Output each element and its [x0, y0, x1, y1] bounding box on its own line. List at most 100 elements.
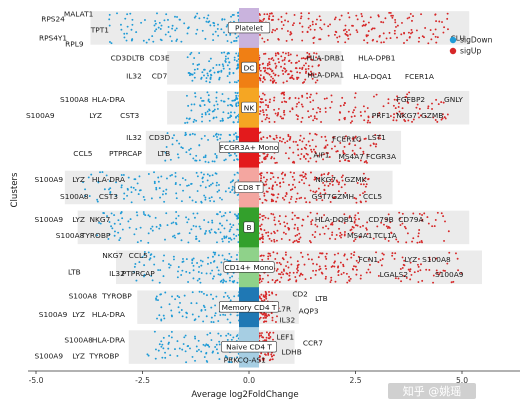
cluster-label: B — [246, 223, 251, 232]
point-sigup — [324, 107, 327, 110]
point-sigdown — [157, 349, 160, 352]
point-sigup — [298, 240, 300, 243]
point-sigup — [435, 269, 438, 272]
point-sigdown — [229, 259, 232, 262]
point-sigup — [274, 223, 277, 226]
point-sigdown — [236, 356, 239, 359]
point-sigup — [359, 277, 362, 280]
point-sigup — [266, 113, 268, 116]
point-sigup — [442, 215, 445, 218]
point-sigup — [363, 119, 366, 122]
point-sigup — [309, 211, 312, 214]
point-sigdown — [226, 318, 229, 321]
point-sigup — [272, 331, 275, 334]
point-sigdown — [219, 119, 222, 122]
point-sigup — [268, 294, 271, 297]
point-sigdown — [190, 51, 193, 54]
legend-marker-sigdown — [449, 36, 457, 44]
point-sigup — [319, 252, 322, 255]
point-sigup — [269, 68, 272, 71]
gene-label: S100A9 — [435, 270, 464, 279]
point-sigup — [372, 237, 375, 240]
point-sigup — [300, 103, 303, 106]
point-sigup — [320, 252, 323, 255]
point-sigup — [284, 232, 287, 235]
point-sigup — [293, 227, 296, 230]
gene-label: HLA-DQA1 — [353, 72, 392, 81]
point-sigdown — [231, 275, 234, 278]
point-sigdown — [209, 76, 212, 79]
point-sigdown — [109, 191, 112, 193]
point-sigdown — [172, 235, 174, 238]
point-sigup — [287, 266, 290, 269]
point-sigdown — [208, 81, 211, 84]
point-sigdown — [197, 348, 200, 351]
point-sigup — [348, 216, 351, 219]
point-sigup — [331, 174, 334, 177]
gene-label: CCL5 — [129, 251, 148, 260]
point-sigup — [412, 15, 414, 18]
point-sigdown — [185, 258, 188, 261]
point-sigdown — [198, 17, 201, 20]
point-sigdown — [142, 39, 145, 42]
point-sigup — [435, 257, 438, 260]
point-sigup — [265, 178, 268, 181]
point-sigdown — [168, 266, 171, 269]
point-sigup — [268, 290, 270, 293]
cluster-label: Memory CD4 T — [222, 303, 277, 312]
point-sigup — [334, 280, 337, 283]
point-sigup — [263, 296, 266, 298]
gene-label: HLA-DQB1 — [315, 215, 354, 224]
point-sigup — [310, 150, 313, 153]
point-sigdown — [136, 241, 139, 244]
point-sigup — [268, 61, 271, 64]
point-sigup — [272, 213, 275, 216]
point-sigup — [263, 229, 266, 232]
point-sigup — [260, 352, 263, 355]
point-sigdown — [212, 251, 215, 254]
point-sigdown — [185, 117, 188, 120]
point-sigdown — [222, 281, 224, 284]
gene-label: LYZ — [72, 351, 85, 360]
point-sigup — [265, 339, 268, 342]
point-sigdown — [215, 348, 218, 351]
point-sigup — [292, 22, 295, 25]
point-sigup — [291, 74, 294, 77]
point-sigup — [378, 35, 381, 38]
point-sigup — [385, 37, 388, 40]
point-sigup — [440, 101, 443, 104]
point-sigdown — [236, 11, 239, 14]
point-sigdown — [149, 227, 152, 230]
point-sigup — [291, 24, 294, 27]
point-sigdown — [209, 78, 212, 80]
gene-label: HLA-DPB1 — [358, 53, 396, 62]
point-sigdown — [234, 213, 236, 216]
point-sigdown — [205, 351, 208, 354]
point-sigup — [366, 107, 369, 109]
point-sigup — [314, 273, 317, 276]
point-sigup — [283, 113, 286, 116]
point-sigup — [296, 192, 299, 195]
point-sigdown — [225, 280, 227, 283]
point-sigup — [418, 36, 421, 39]
point-sigup — [282, 138, 285, 140]
point-sigdown — [234, 132, 237, 135]
point-sigdown — [186, 121, 189, 124]
point-sigdown — [188, 196, 191, 199]
gene-label: LTB — [132, 53, 145, 62]
gene-label: TYROBP — [101, 291, 132, 300]
point-sigup — [300, 57, 303, 60]
point-sigdown — [215, 91, 218, 94]
point-sigup — [265, 116, 268, 119]
point-sigup — [279, 263, 282, 266]
y-axis-title: Clusters — [10, 172, 20, 208]
point-sigup — [379, 137, 382, 140]
point-sigdown — [155, 28, 158, 31]
point-sigdown — [199, 105, 202, 108]
point-sigup — [259, 274, 262, 277]
point-sigup — [444, 220, 446, 223]
point-sigup — [387, 102, 390, 105]
point-sigdown — [235, 97, 238, 100]
point-sigdown — [184, 178, 187, 181]
